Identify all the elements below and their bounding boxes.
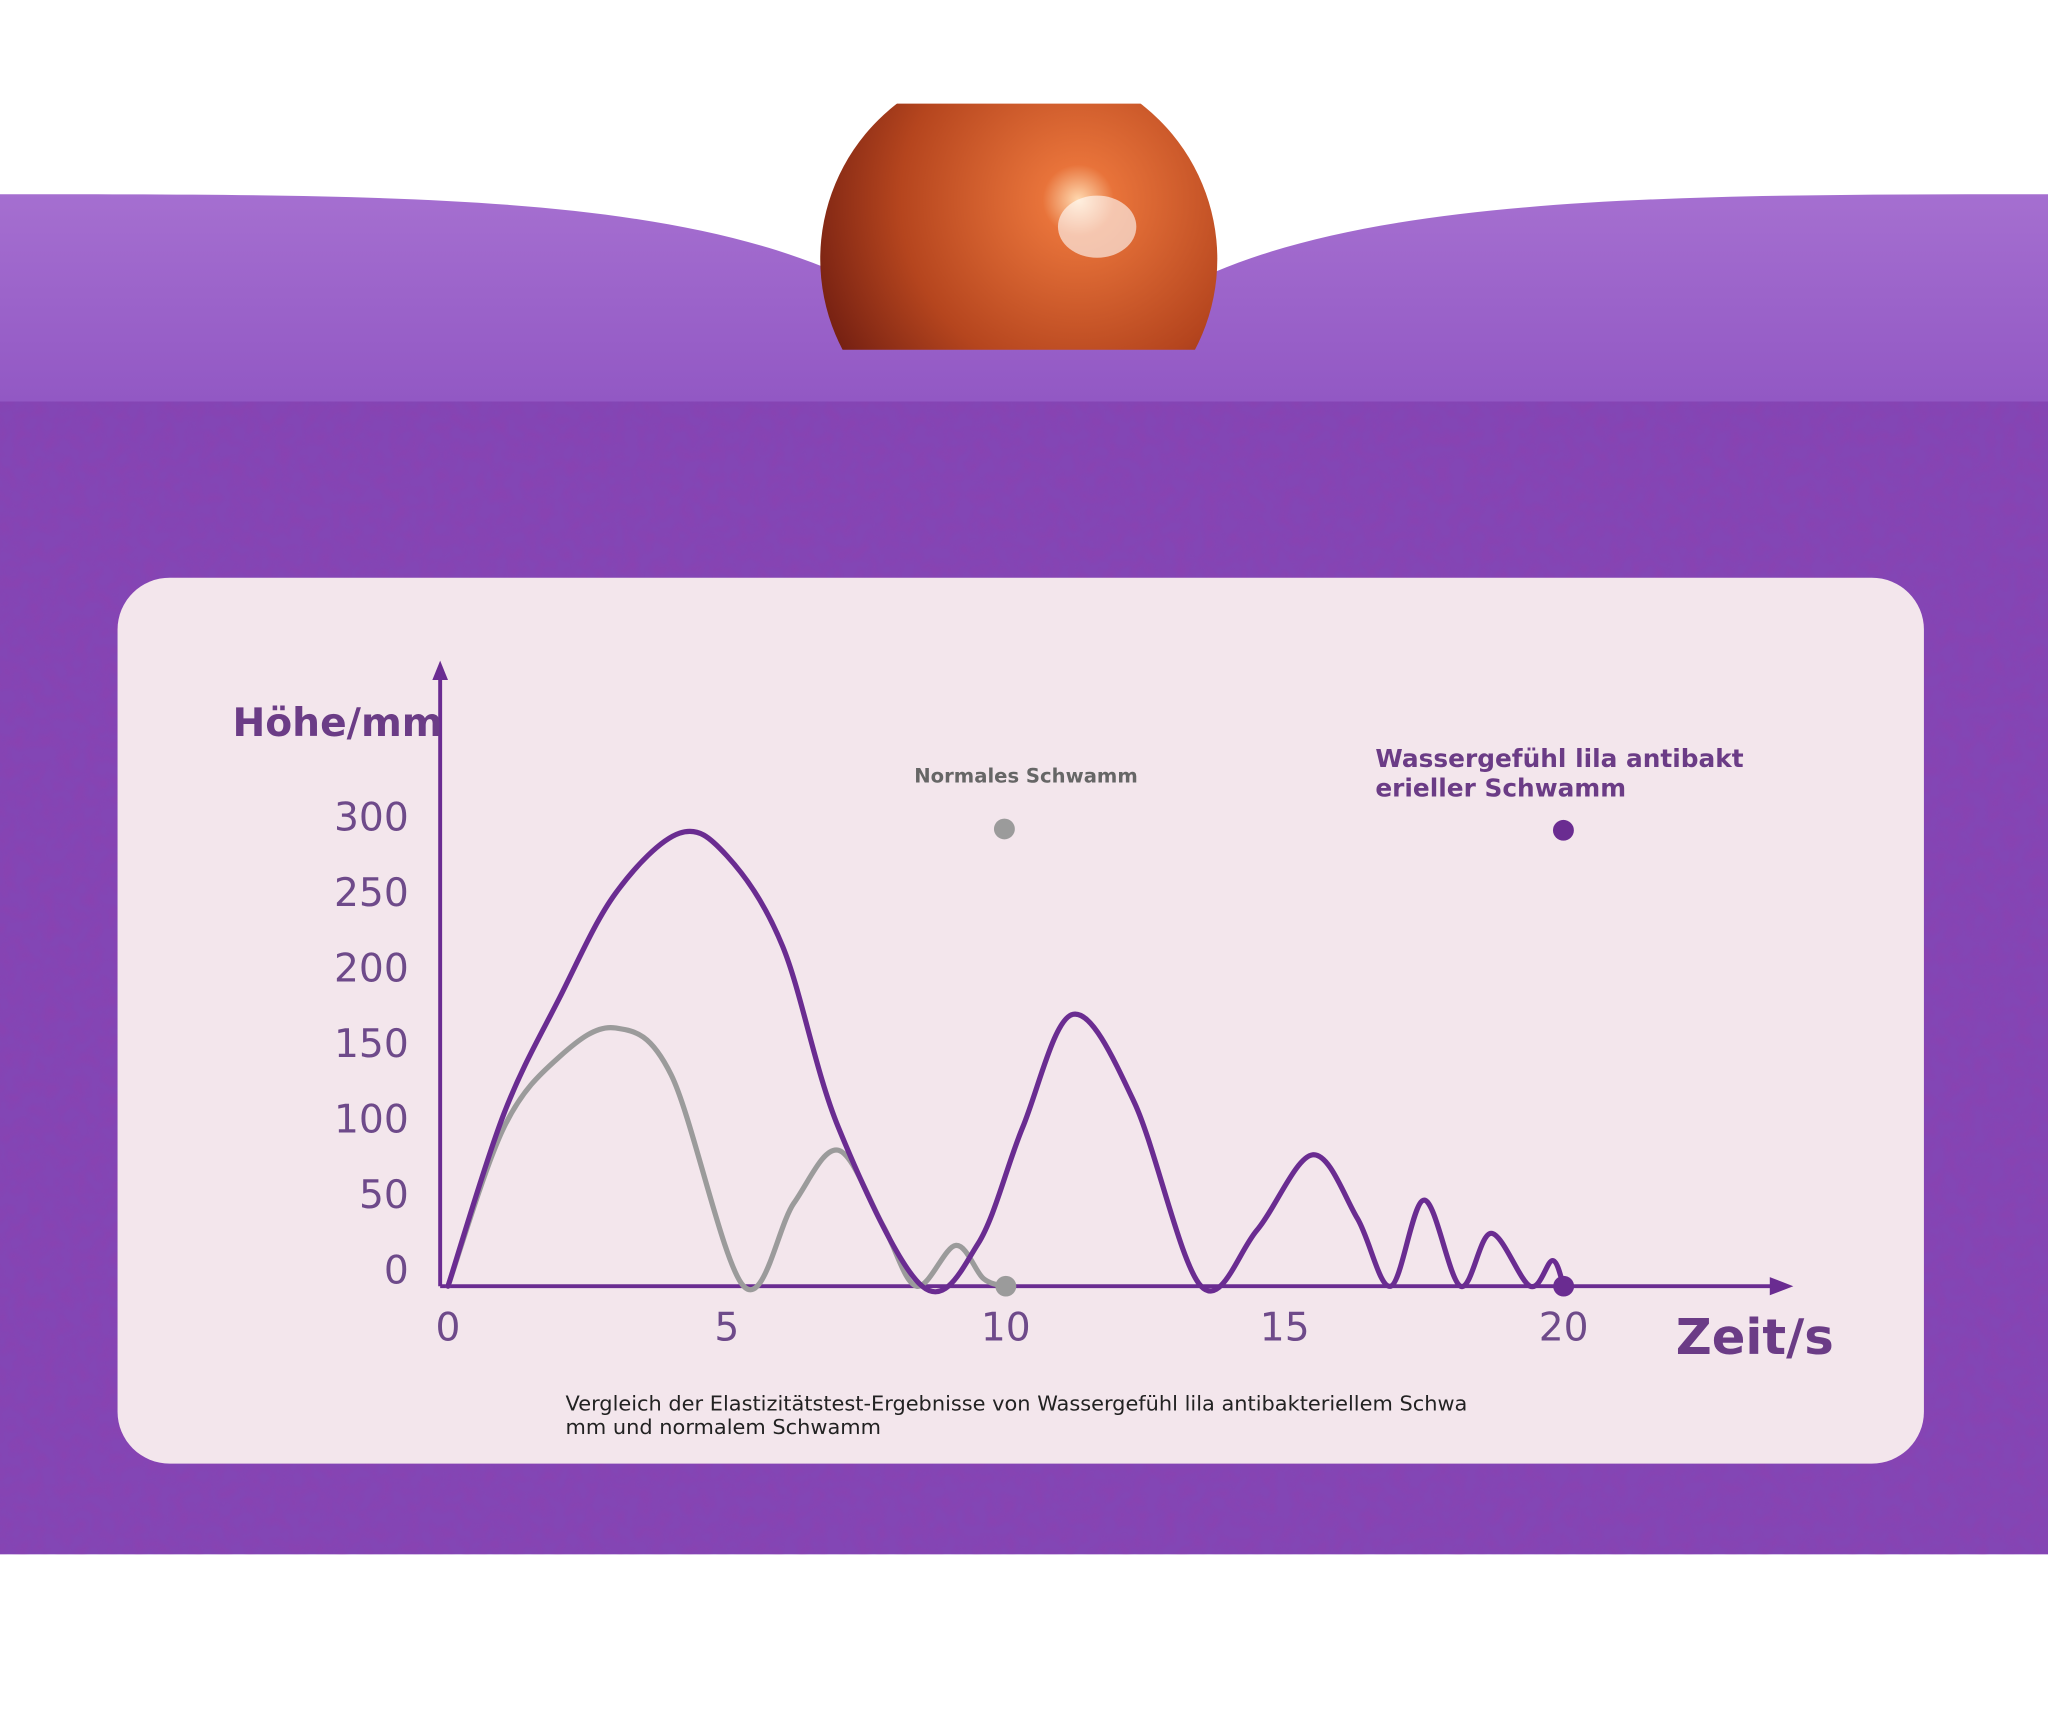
y-tick-label: 300 bbox=[334, 796, 409, 841]
legend-entry: Wassergefühl lila antibakterieller Schwa… bbox=[1375, 744, 1744, 804]
sponge-top bbox=[0, 194, 2048, 402]
y-axis-title: Höhe/mm bbox=[232, 701, 442, 746]
series-line bbox=[445, 1025, 1009, 1293]
y-tick-label: 150 bbox=[334, 1022, 409, 1067]
x-tick-label: 0 bbox=[436, 1306, 461, 1351]
y-tick-label: 250 bbox=[334, 871, 409, 916]
y-tick-label: 200 bbox=[334, 947, 409, 992]
x-tick-label: 10 bbox=[981, 1306, 1031, 1351]
caption-text: Vergleich der Elastizitätstest-Ergebniss… bbox=[565, 1392, 1468, 1440]
ball-highlight bbox=[1057, 195, 1137, 258]
y-tick-label: 50 bbox=[359, 1173, 409, 1218]
x-axis-title: Zeit/s bbox=[1676, 1308, 1834, 1366]
legend-marker bbox=[1552, 819, 1574, 841]
end-marker bbox=[995, 1275, 1017, 1297]
caption: Vergleich der Elastizitätstest-Ergebniss… bbox=[565, 1392, 1468, 1440]
background bbox=[0, 103, 2048, 1555]
y-arrow bbox=[432, 660, 448, 681]
end-marker bbox=[1553, 1275, 1575, 1297]
x-arrow bbox=[1769, 1277, 1794, 1296]
y-tick-label: 100 bbox=[334, 1098, 409, 1143]
legend-label: Wassergefühl lila antibakterieller Schwa… bbox=[1375, 744, 1744, 804]
y-tick-label: 0 bbox=[384, 1249, 409, 1294]
legend-label: Normales Schwamm bbox=[914, 764, 1138, 788]
legend-entry: Normales Schwamm bbox=[914, 764, 1138, 788]
ball bbox=[820, 103, 1218, 350]
series-line bbox=[445, 828, 1567, 1295]
x-tick-label: 15 bbox=[1260, 1306, 1310, 1351]
x-tick-label: 20 bbox=[1539, 1306, 1589, 1351]
panel bbox=[117, 577, 1924, 1464]
legend-marker bbox=[993, 818, 1015, 840]
x-tick-label: 5 bbox=[714, 1306, 739, 1351]
